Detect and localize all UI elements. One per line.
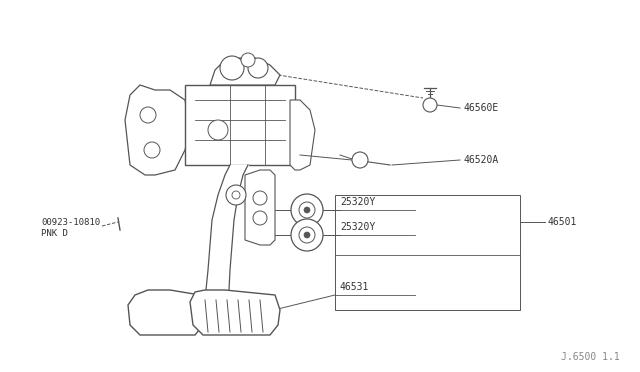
Circle shape xyxy=(220,56,244,80)
Circle shape xyxy=(208,120,228,140)
Circle shape xyxy=(291,194,323,226)
Text: 25320Y: 25320Y xyxy=(340,222,375,232)
Bar xyxy=(335,195,520,310)
Text: 46560E: 46560E xyxy=(463,103,499,113)
Circle shape xyxy=(140,107,156,123)
Circle shape xyxy=(304,232,310,238)
Circle shape xyxy=(253,211,267,225)
Polygon shape xyxy=(185,85,295,165)
Text: 00923-10810
PNK D: 00923-10810 PNK D xyxy=(41,218,100,238)
Circle shape xyxy=(423,98,437,112)
Circle shape xyxy=(299,202,315,218)
Text: 46531: 46531 xyxy=(340,282,369,292)
Polygon shape xyxy=(128,290,205,335)
Circle shape xyxy=(291,219,323,251)
Text: 25320Y: 25320Y xyxy=(340,197,375,207)
Circle shape xyxy=(304,207,310,213)
Circle shape xyxy=(352,152,368,168)
Polygon shape xyxy=(210,58,280,85)
Circle shape xyxy=(226,185,246,205)
Text: 46501: 46501 xyxy=(548,217,577,227)
Text: J.6500 1.1: J.6500 1.1 xyxy=(561,352,620,362)
Text: 46520A: 46520A xyxy=(463,155,499,165)
Polygon shape xyxy=(125,85,190,175)
Circle shape xyxy=(253,191,267,205)
Circle shape xyxy=(144,142,160,158)
Polygon shape xyxy=(190,290,280,335)
Circle shape xyxy=(248,58,268,78)
Circle shape xyxy=(232,191,240,199)
Polygon shape xyxy=(245,170,275,245)
Circle shape xyxy=(241,53,255,67)
Polygon shape xyxy=(290,100,315,170)
Circle shape xyxy=(299,227,315,243)
